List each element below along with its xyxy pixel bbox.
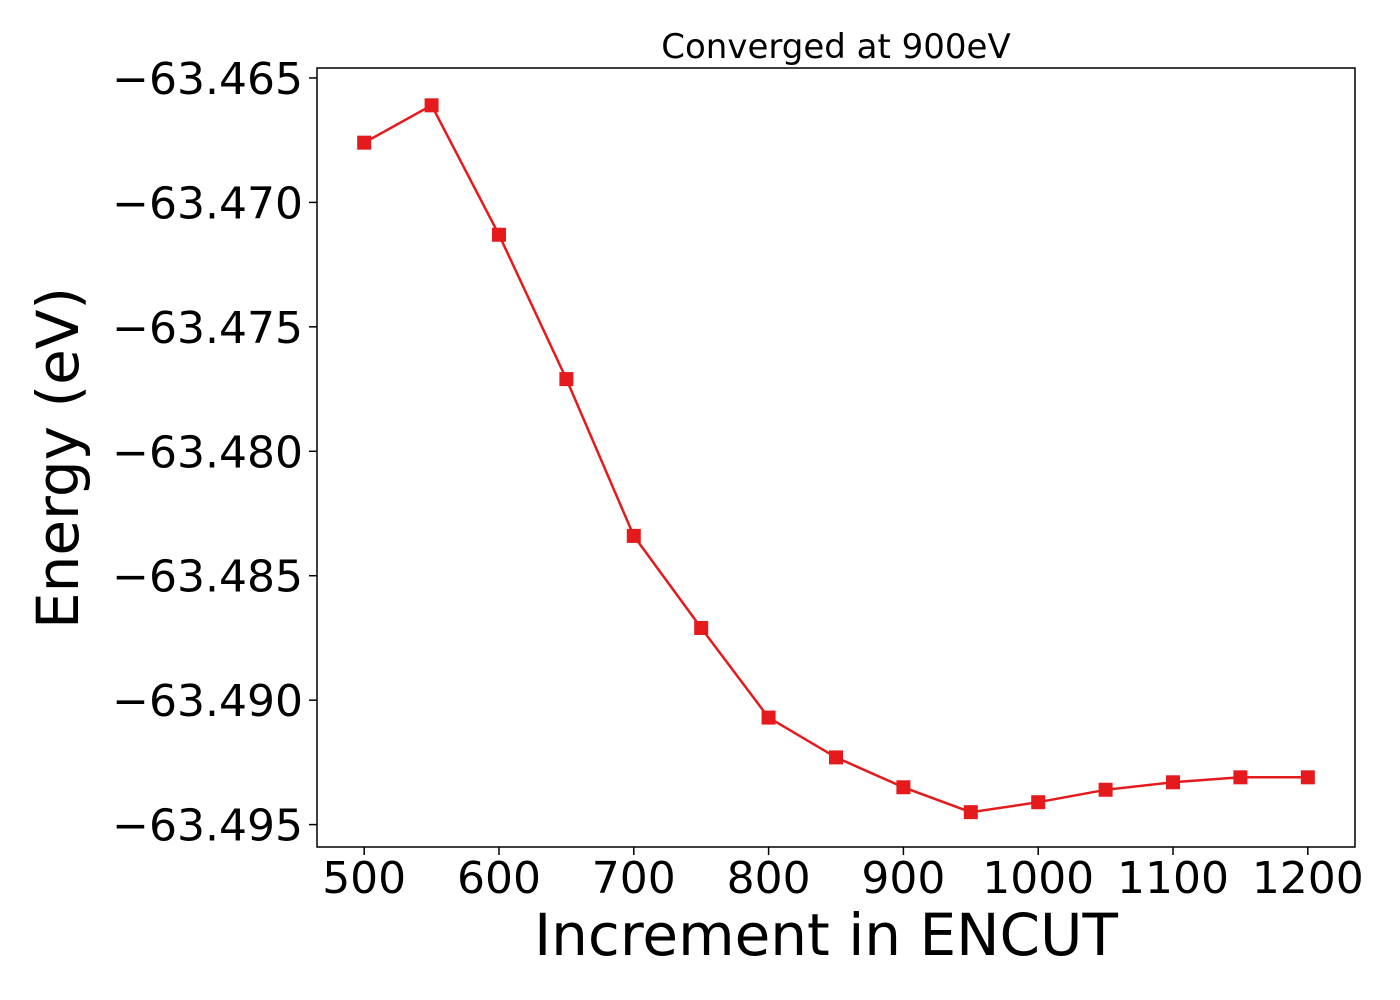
data-point (761, 710, 776, 725)
data-point (896, 780, 911, 795)
data-point (1300, 770, 1315, 785)
y-axis-label: Energy (eV) (24, 287, 92, 629)
plot-area: 500 600 700 800 900 1000 1100 1200 −63.465 −63.47… (112, 54, 1364, 904)
y-tick-label: −63.485 (112, 552, 303, 603)
data-point (1166, 775, 1181, 790)
chart-title: Converged at 900eV (661, 27, 1010, 67)
x-axis-label: Increment in ENCUT (534, 901, 1118, 969)
data-point (357, 135, 372, 150)
data-point (963, 805, 978, 820)
data-point (1098, 782, 1113, 797)
data-point (559, 372, 574, 387)
x-tick-label: 800 (727, 853, 811, 904)
y-tick-label: −63.490 (112, 676, 303, 727)
axes-frame (316, 67, 1356, 848)
y-tick-label: −63.475 (112, 303, 303, 354)
x-tick-label: 700 (592, 853, 676, 904)
x-tick-label: 600 (457, 853, 541, 904)
y-tick-label: −63.495 (112, 801, 303, 852)
data-point (694, 620, 709, 635)
data-point (626, 528, 641, 543)
x-tick-label: 1000 (982, 853, 1094, 904)
x-tick-label: 1100 (1117, 853, 1229, 904)
data-point (424, 98, 439, 113)
y-tick-label: −63.480 (112, 427, 303, 478)
x-tick-label: 900 (861, 853, 945, 904)
x-tick-label: 500 (322, 853, 406, 904)
data-point (1031, 795, 1046, 810)
y-tick-label: −63.465 (112, 54, 303, 105)
data-point (829, 750, 843, 765)
data-point (1233, 770, 1248, 785)
data-point (491, 227, 506, 242)
y-tick-label: −63.470 (112, 178, 303, 229)
x-tick-label: 1200 (1252, 853, 1364, 904)
